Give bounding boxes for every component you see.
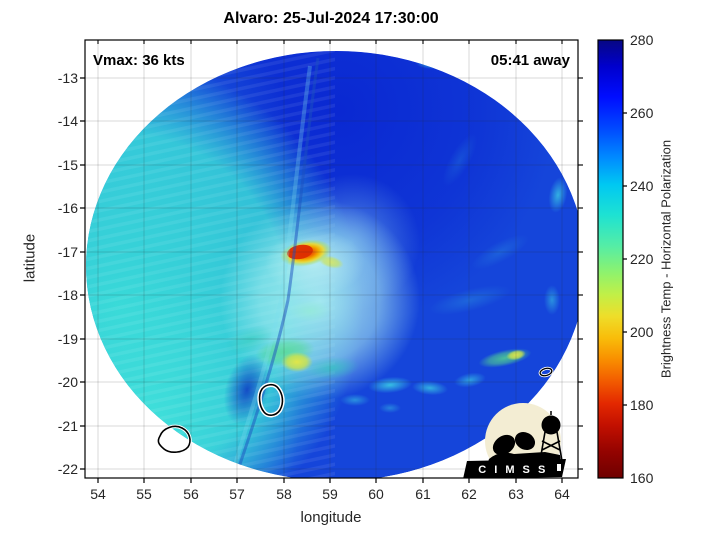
satellite-dish-icon <box>492 434 516 456</box>
cimss-logo: C I M S S <box>463 403 566 478</box>
island-contour <box>539 367 553 377</box>
colorbar <box>597 39 627 479</box>
swath-seam <box>236 57 320 471</box>
plot-area: C I M S S <box>85 40 578 478</box>
warm-streak <box>506 349 526 361</box>
y-axis-ticks <box>80 77 85 470</box>
cimss-logo-text: C I M S S <box>478 464 548 476</box>
cimss-banner <box>463 459 566 478</box>
island-contour <box>258 383 284 416</box>
coastline-contours <box>156 366 554 454</box>
warm-cell <box>281 352 313 372</box>
edge-cyan-spot <box>416 57 448 69</box>
grid-lines <box>85 40 578 478</box>
water-tower-icon <box>539 431 563 462</box>
island-contour <box>157 425 191 453</box>
satellite-dish-icon <box>514 431 536 451</box>
x-axis-ticks <box>97 478 563 483</box>
axis-ticks <box>80 40 583 483</box>
colorbar-gradient <box>597 39 624 479</box>
colorbar-ticks <box>623 112 627 406</box>
axes-box <box>84 39 579 479</box>
